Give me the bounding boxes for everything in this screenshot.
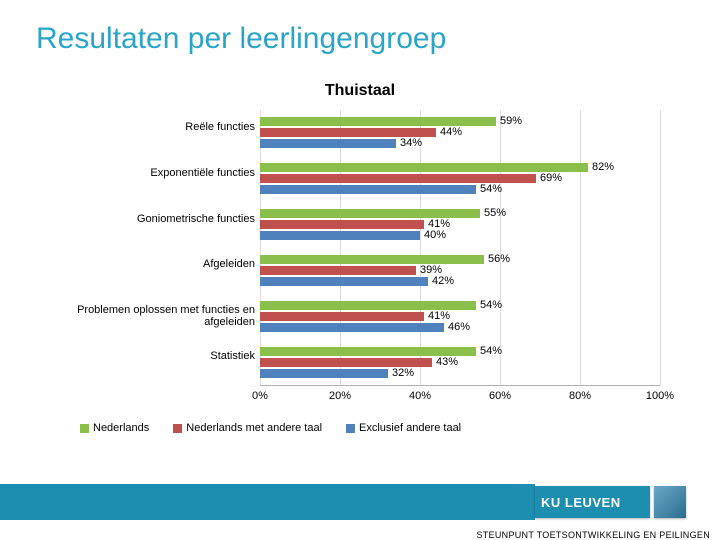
value-label: 42%	[432, 277, 454, 286]
value-label: 39%	[420, 266, 442, 275]
gridline	[420, 110, 421, 385]
value-label: 41%	[428, 220, 450, 229]
category-label: Goniometrische functies	[60, 213, 255, 225]
bar	[260, 163, 588, 172]
chart-plot: 59% 44% 34% 82% 69% 54% 55% 41% 40% 56% 39% 42% 54% 4…	[260, 110, 660, 386]
value-label: 54%	[480, 185, 502, 194]
gridline	[340, 110, 341, 385]
bar	[260, 185, 476, 194]
bar	[260, 312, 424, 321]
kuleuven-logo: KU LEUVEN	[535, 486, 650, 518]
category-label: Statistiek	[60, 350, 255, 362]
x-tick-label: 20%	[320, 390, 360, 402]
bar	[260, 139, 396, 148]
legend-item: Nederlands met andere taal	[173, 422, 322, 434]
chart: 59% 44% 34% 82% 69% 54% 55% 41% 40% 56% 39% 42% 54% 4…	[60, 110, 670, 410]
value-label: 46%	[448, 323, 470, 332]
value-label: 44%	[440, 128, 462, 137]
x-tick-label: 0%	[240, 390, 280, 402]
category-label: Reële functies	[60, 121, 255, 133]
value-label: 41%	[428, 312, 450, 321]
value-label: 56%	[488, 255, 510, 264]
x-tick-label: 100%	[640, 390, 680, 402]
bar	[260, 220, 424, 229]
gridline	[580, 110, 581, 385]
category-label: Afgeleiden	[60, 258, 255, 270]
value-label: 32%	[392, 369, 414, 378]
legend-item: Nederlands	[80, 422, 149, 434]
bar	[260, 358, 432, 367]
legend-label: Nederlands met andere taal	[186, 422, 322, 434]
bar	[260, 231, 420, 240]
gridline	[260, 110, 261, 385]
value-label: 59%	[500, 117, 522, 126]
category-label: Exponentiële functies	[60, 167, 255, 179]
bar	[260, 255, 484, 264]
legend-item: Exclusief andere taal	[346, 422, 461, 434]
chart-legend: Nederlands Nederlands met andere taal Excl…	[80, 422, 461, 434]
bar	[260, 277, 428, 286]
legend-label: Nederlands	[93, 422, 149, 434]
legend-swatch-icon	[173, 424, 182, 433]
footer-text: STEUNPUNT TOETSONTWIKKELING EN PEILINGEN	[476, 530, 710, 540]
chart-title: Thuistaal	[0, 82, 720, 100]
bar	[260, 209, 480, 218]
legend-swatch-icon	[80, 424, 89, 433]
x-tick-label: 80%	[560, 390, 600, 402]
value-label: 34%	[400, 139, 422, 148]
value-label: 40%	[424, 231, 446, 240]
x-tick-label: 60%	[480, 390, 520, 402]
value-label: 54%	[480, 347, 502, 356]
bar	[260, 128, 436, 137]
legend-label: Exclusief andere taal	[359, 422, 461, 434]
bar	[260, 301, 476, 310]
bar	[260, 323, 444, 332]
page-title: Resultaten per leerlingengroep	[36, 22, 446, 56]
logo-badge-icon	[654, 486, 686, 518]
gridline	[660, 110, 661, 385]
x-tick-label: 40%	[400, 390, 440, 402]
bar	[260, 369, 388, 378]
value-label: 55%	[484, 209, 506, 218]
logo-text: KU LEUVEN	[541, 495, 621, 510]
bar	[260, 117, 496, 126]
value-label: 82%	[592, 163, 614, 172]
value-label: 54%	[480, 301, 502, 310]
slide: Resultaten per leerlingengroep Thuistaal…	[0, 0, 720, 540]
value-label: 43%	[436, 358, 458, 367]
footer-stripe	[0, 484, 535, 520]
bar	[260, 174, 536, 183]
legend-swatch-icon	[346, 424, 355, 433]
gridline	[500, 110, 501, 385]
bar	[260, 266, 416, 275]
bar	[260, 347, 476, 356]
category-label: Problemen oplossen met functies en afgel…	[60, 304, 255, 328]
value-label: 69%	[540, 174, 562, 183]
